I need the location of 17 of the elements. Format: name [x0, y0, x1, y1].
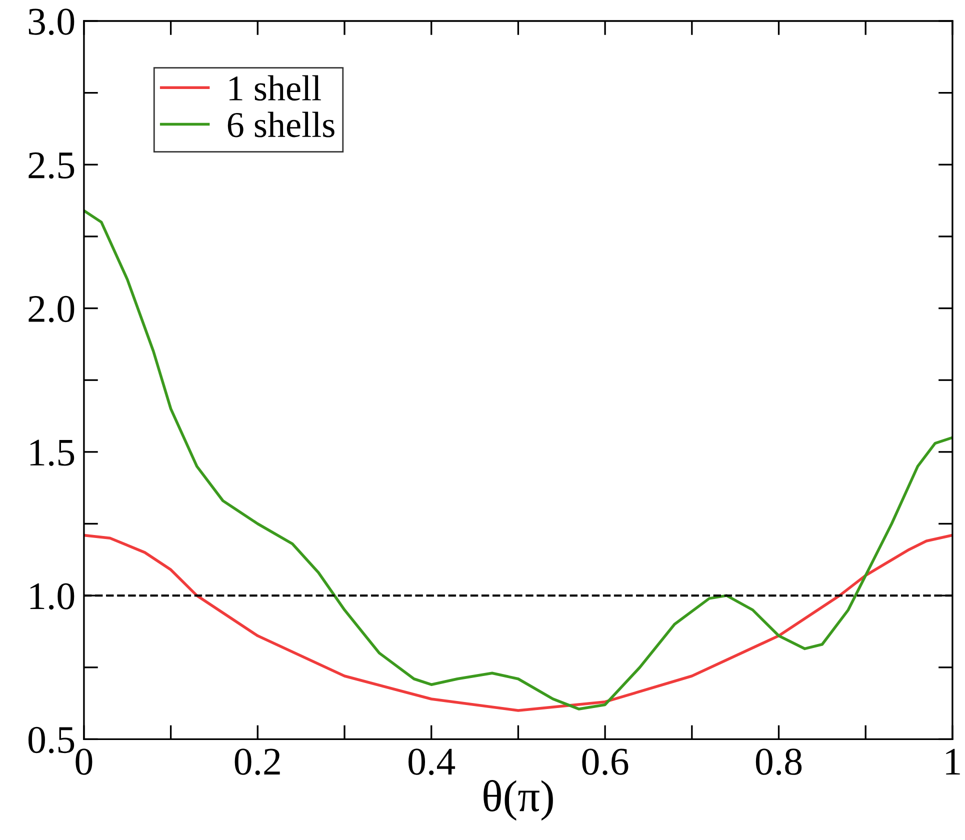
x-tick-label: 0: [76, 748, 92, 775]
y-tick-label: 2.0: [28, 296, 74, 322]
line-series: [84, 534, 952, 712]
line-series: [84, 209, 952, 710]
x-axis-title: θ(π): [484, 780, 553, 821]
y-tick-label: 0.5: [28, 726, 74, 754]
y-tick-label: 1.0: [30, 583, 74, 610]
y-tick-label: 2.5: [28, 152, 74, 179]
legend-label: 6 shells: [228, 112, 334, 138]
x-tick-label: 1: [946, 748, 960, 775]
x-tick-label: 0.2: [234, 748, 280, 776]
legend-label: 1 shell: [230, 75, 321, 101]
y-tick-label: 1.5: [30, 440, 74, 466]
y-tick-label: 3.0: [28, 8, 74, 36]
x-tick-label: 0.8: [756, 748, 802, 776]
x-tick-label: 0.6: [582, 748, 628, 776]
x-tick-label: 0.4: [408, 748, 456, 776]
